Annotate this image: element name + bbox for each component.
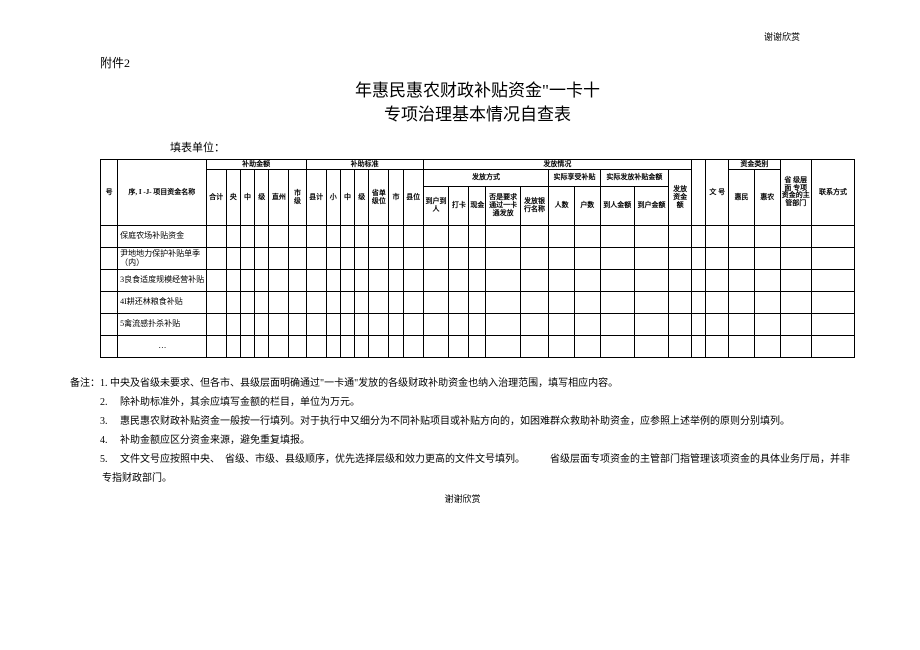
th-huinong: 惠农 <box>754 170 780 226</box>
note-item: 4. 补助金额应区分资金来源，避免重复填报。 <box>70 431 855 450</box>
th-renshu: 人数 <box>549 186 575 226</box>
th-dhdr: 到户到人 <box>423 186 449 226</box>
th-xianj: 县计 <box>306 170 326 226</box>
th-ffs: 发放方式 <box>423 170 549 186</box>
th-huimin: 惠民 <box>729 170 755 226</box>
th-std: 补助标准 <box>306 159 423 170</box>
notes-label: 备注： <box>70 378 100 389</box>
th-cat: 资金类别 <box>729 159 780 170</box>
row-label: … <box>118 336 207 358</box>
th-shengdan: 省单级位 <box>369 170 389 226</box>
th-sjxs: 实际享受补贴 <box>549 170 600 186</box>
th-xiao: 小 <box>326 170 340 226</box>
table-header: 号 序, I -J- 项目资金名称 补助金额 补助标准 发放情况 文 号 资金类… <box>101 159 855 226</box>
th-zhi1: 直州 <box>269 170 289 226</box>
th-hushu: 户数 <box>574 186 600 226</box>
title-line1: 年惠民惠农财政补贴资金"一卡十 <box>355 81 600 100</box>
th-contact: 联系方式 <box>811 159 854 226</box>
th-dist: 发放情况 <box>423 159 691 170</box>
th-seq: 号 <box>101 159 118 226</box>
th-ji1: 级 <box>255 170 269 226</box>
th-dhje: 到户金额 <box>634 186 668 226</box>
note-item: 5. 文件文号应按照中央、 省级、市级、县级顺序，优先选择层级和效力更高的文件文… <box>70 450 855 488</box>
th-sfyq: 否是要求通过一卡通发放 <box>486 186 520 226</box>
th-zhong2: 中 <box>340 170 354 226</box>
th-ffzj: 发放资金额 <box>669 170 692 226</box>
th-wen-blank <box>692 159 706 226</box>
th-zhong1: 中 <box>240 170 254 226</box>
filler-unit-label: 填表单位： <box>170 139 855 155</box>
row-label: 尹地地力保护补贴单季（内） <box>118 248 207 270</box>
attachment-label: 附件2 <box>100 54 855 71</box>
th-heji: 合计 <box>206 170 226 226</box>
th-proj: 序, I -J- 项目资金名称 <box>118 159 207 226</box>
row-label: 保庭农场补贴资金 <box>118 226 207 248</box>
th-yang: 央 <box>226 170 240 226</box>
th-drje: 到人金额 <box>600 186 634 226</box>
note-item: 2. 除补助标准外，其余应填写金额的栏目，单位为万元。 <box>70 393 855 412</box>
th-prov: 省 级层面 专项资金的主管部门 <box>780 159 811 226</box>
notes-section: 备注：1. 中央及省级未要求、但各市、县级层面明确通过"一卡通"发放的各级财政补… <box>70 374 855 488</box>
title-line2: 专项治理基本情况自查表 <box>384 105 571 124</box>
row-label: 3良食适度规模经营补贴 <box>118 270 207 292</box>
table-row: … <box>101 336 855 358</box>
th-sjff: 实际发放补贴金额 <box>600 170 669 186</box>
document-title: 年惠民惠农财政补贴资金"一卡十 专项治理基本情况自查表 <box>100 79 855 127</box>
note-item: 3. 惠民惠农财政补贴资金一般按一行填列。对于执行中又细分为不同补贴项目或补贴方… <box>70 412 855 431</box>
th-ji2: 级 <box>355 170 369 226</box>
th-ffyh: 发放银行名称 <box>520 186 549 226</box>
main-table: 号 序, I -J- 项目资金名称 补助金额 补助标准 发放情况 文 号 资金类… <box>100 159 855 359</box>
row-label: 5禽流感扑杀补贴 <box>118 314 207 336</box>
table-row: 3良食适度规模经营补贴 <box>101 270 855 292</box>
th-daka: 打卡 <box>449 186 469 226</box>
table-row: 保庭农场补贴资金 <box>101 226 855 248</box>
table-body: 保庭农场补贴资金 尹地地力保护补贴单季（内） 3良食适度规模经营补贴 4I耕还林… <box>101 226 855 358</box>
th-shijig1: 市 级 <box>289 170 306 226</box>
th-xian: 县位 <box>403 170 423 226</box>
th-shi: 市 <box>389 170 403 226</box>
th-wen: 文 号 <box>706 159 729 226</box>
row-label: 4I耕还林粮食补贴 <box>118 292 207 314</box>
th-xianjin: 现金 <box>469 186 486 226</box>
footer-note: 谢谢欣赏 <box>70 492 855 505</box>
th-amt: 补助金额 <box>206 159 306 170</box>
table-row: 尹地地力保护补贴单季（内） <box>101 248 855 270</box>
header-note: 谢谢欣赏 <box>764 30 800 43</box>
note-item: 备注：1. 中央及省级未要求、但各市、县级层面明确通过"一卡通"发放的各级财政补… <box>70 374 855 393</box>
table-row: 5禽流感扑杀补贴 <box>101 314 855 336</box>
table-row: 4I耕还林粮食补贴 <box>101 292 855 314</box>
